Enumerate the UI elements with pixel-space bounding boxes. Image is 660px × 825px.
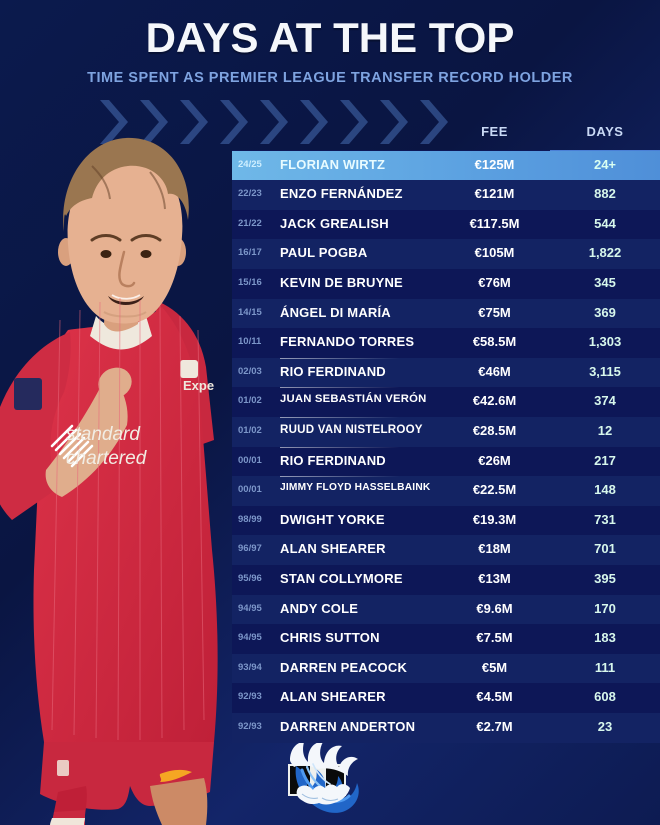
svg-text:chartered: chartered <box>66 448 148 469</box>
svg-text:Expe: Expe <box>183 378 214 393</box>
svg-text:standard: standard <box>66 424 141 445</box>
